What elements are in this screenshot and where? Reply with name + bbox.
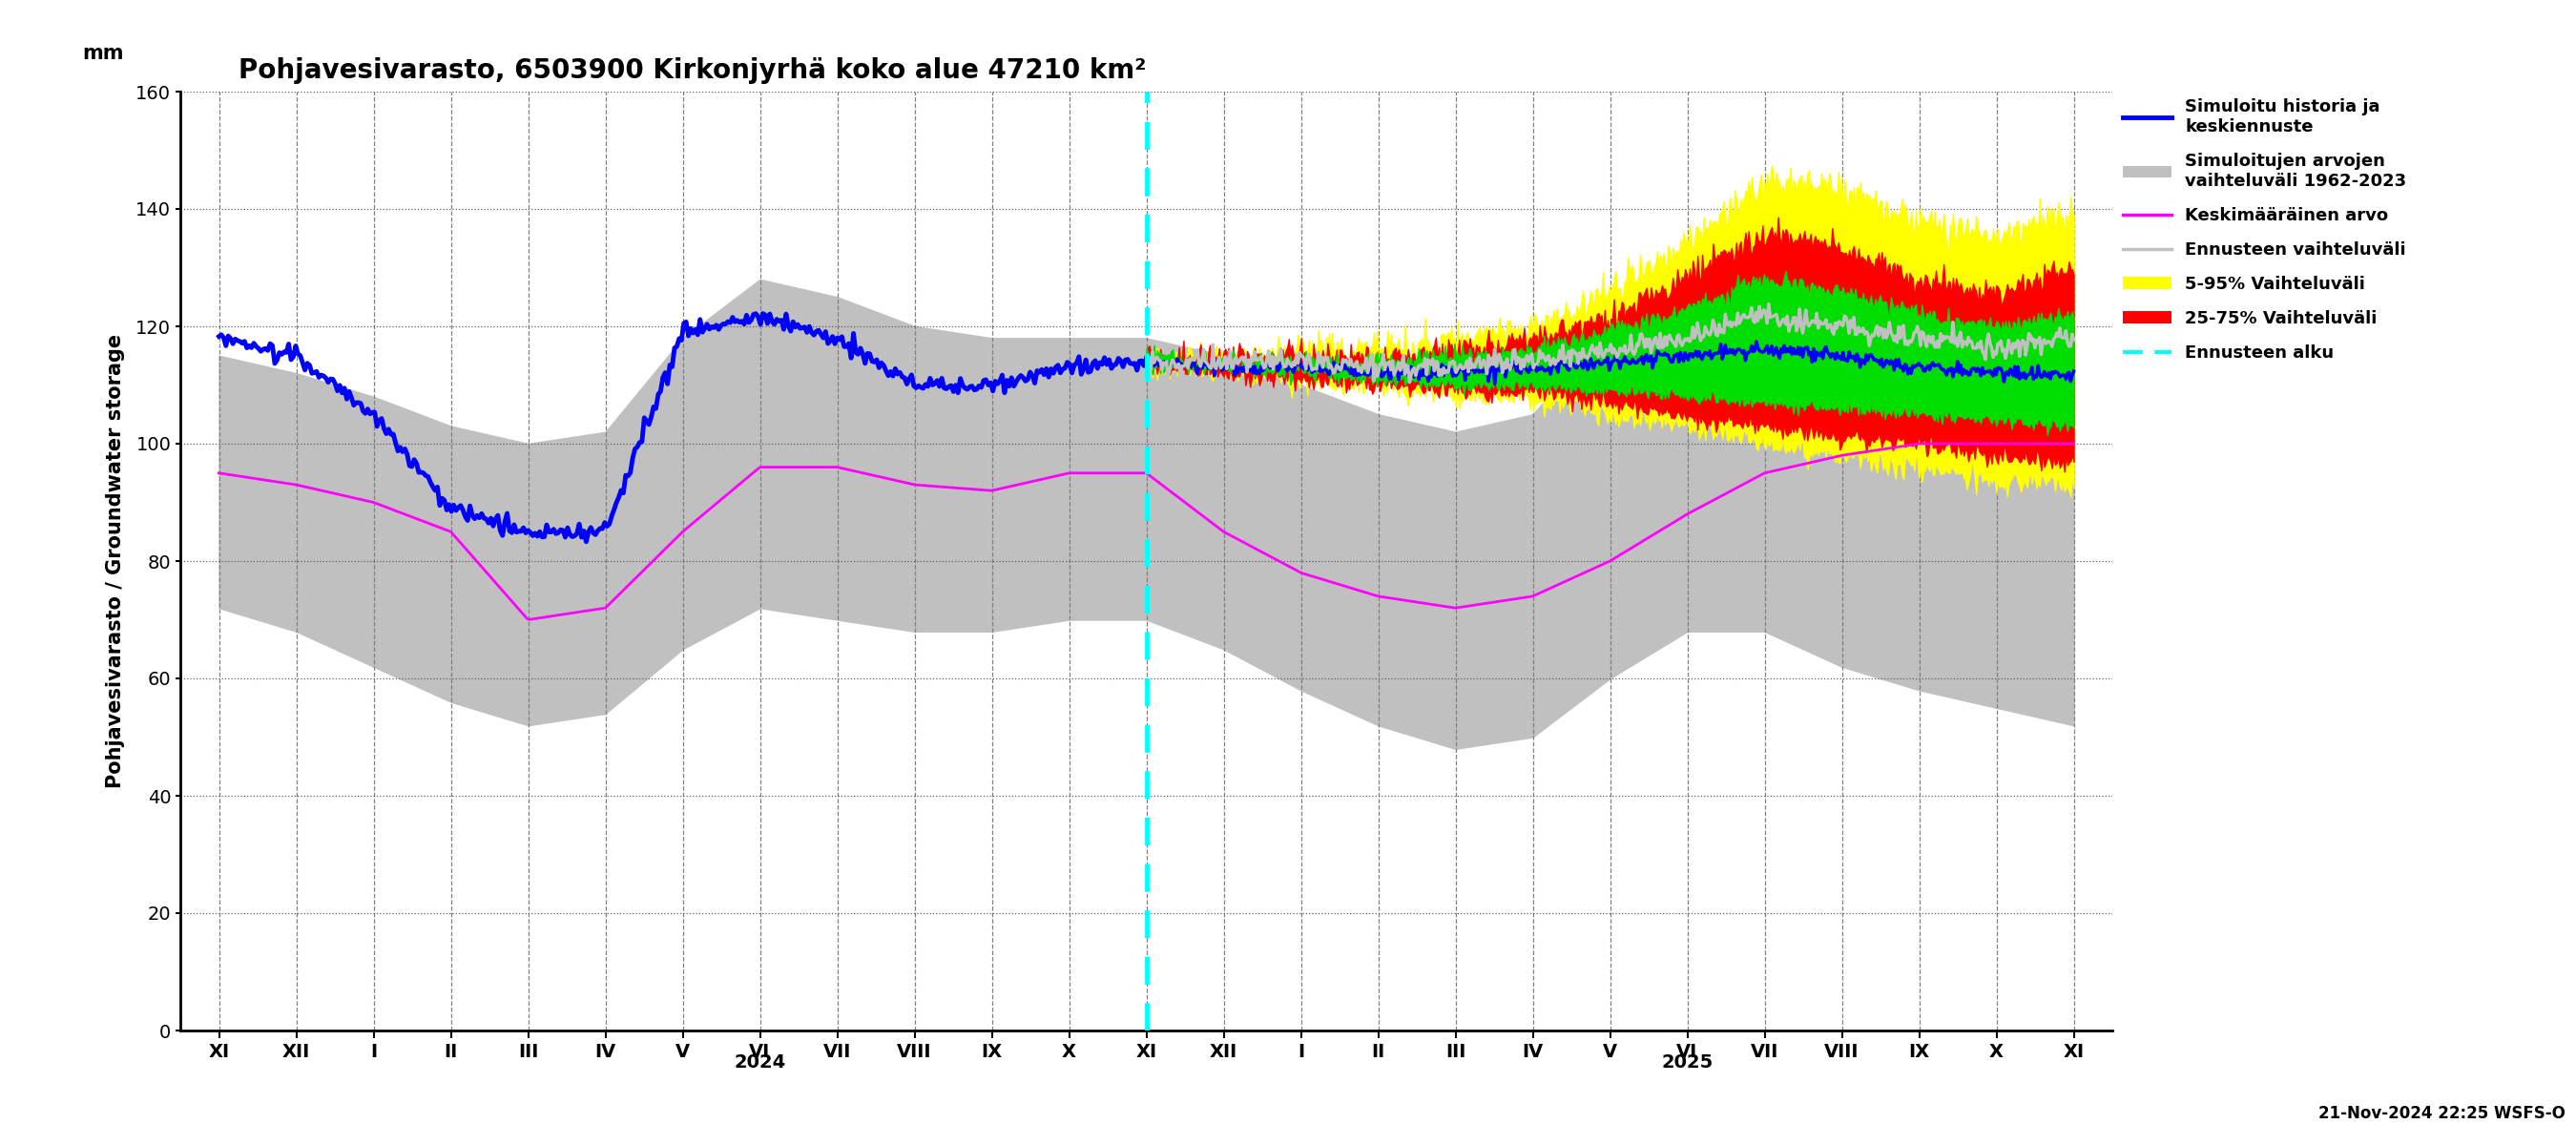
Legend: Simuloitu historia ja
keskiennuste, Simuloitujen arvojen
vaihteluväli 1962-2023,: Simuloitu historia ja keskiennuste, Simu… <box>2117 92 2414 369</box>
Text: 2024: 2024 <box>734 1053 786 1072</box>
Text: mm: mm <box>82 45 124 63</box>
Y-axis label: Pohjavesivarasto / Groundwater storage: Pohjavesivarasto / Groundwater storage <box>106 334 126 788</box>
Text: Pohjavesivarasto, 6503900 Kirkonjyrhä koko alue 47210 km²: Pohjavesivarasto, 6503900 Kirkonjyrhä ko… <box>240 57 1146 84</box>
Text: 2025: 2025 <box>1662 1053 1713 1072</box>
Text: 21-Nov-2024 22:25 WSFS-O: 21-Nov-2024 22:25 WSFS-O <box>2318 1105 2566 1122</box>
